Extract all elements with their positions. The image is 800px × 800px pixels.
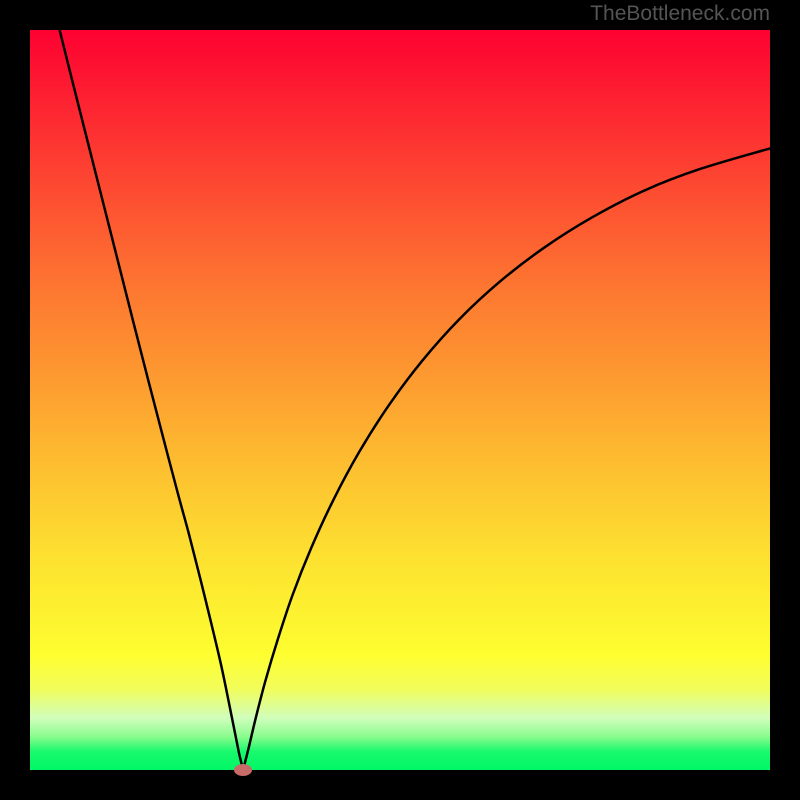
watermark-text: TheBottleneck.com [590, 2, 770, 26]
minimum-marker [234, 764, 252, 776]
plot-area [30, 30, 770, 770]
bottleneck-curve [60, 30, 770, 770]
chart-frame: TheBottleneck.com [0, 0, 800, 800]
curve-layer [30, 30, 770, 770]
